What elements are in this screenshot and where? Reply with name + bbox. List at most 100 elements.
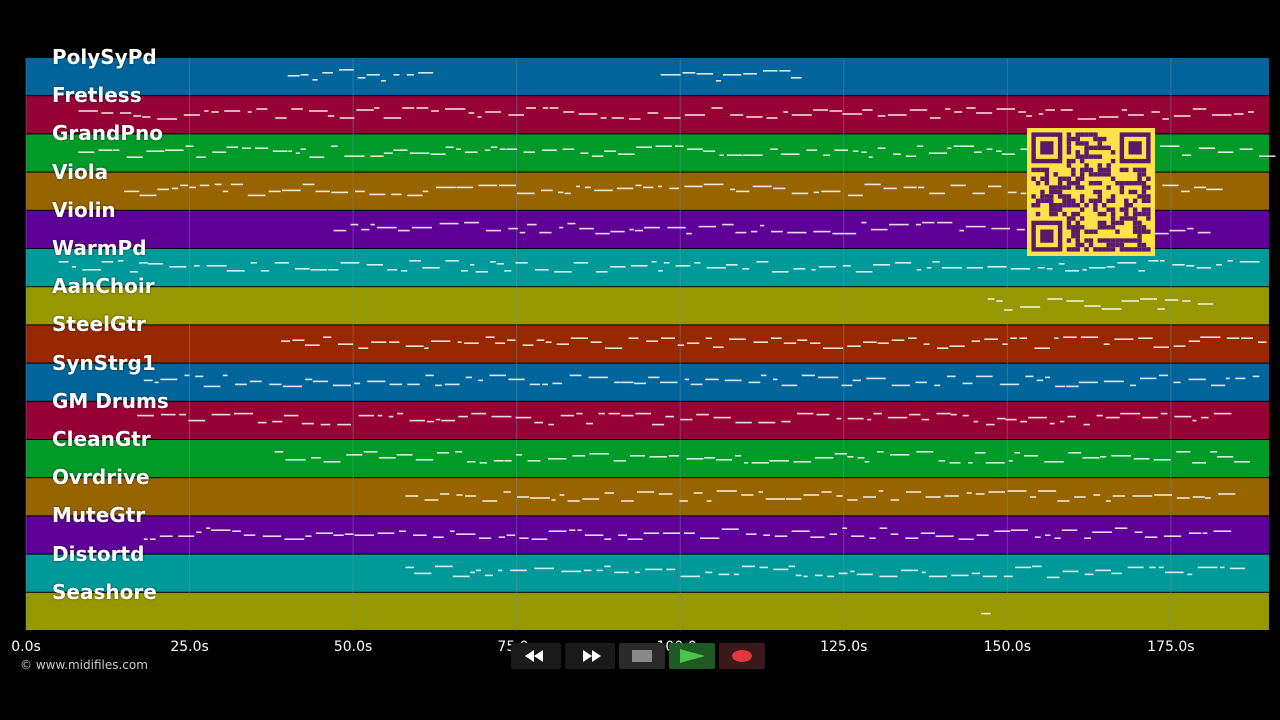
note xyxy=(871,228,888,231)
note xyxy=(300,148,306,150)
note xyxy=(534,567,555,570)
note xyxy=(1005,418,1017,421)
note xyxy=(1210,451,1218,453)
track-label: Ovrdrive xyxy=(52,465,150,490)
note xyxy=(705,337,712,339)
note xyxy=(396,454,413,456)
note xyxy=(748,381,761,384)
note xyxy=(705,571,713,574)
note xyxy=(482,500,498,502)
note xyxy=(274,451,284,453)
record-button[interactable] xyxy=(719,643,765,669)
note xyxy=(1173,345,1186,347)
track-label: WarmPd xyxy=(52,236,147,260)
note xyxy=(378,457,396,459)
note xyxy=(743,73,757,75)
note xyxy=(269,383,282,386)
note xyxy=(965,225,986,228)
rewind-button[interactable] xyxy=(511,643,561,669)
note xyxy=(1158,566,1164,569)
note xyxy=(1023,455,1038,457)
note xyxy=(713,416,731,419)
note xyxy=(1028,416,1047,419)
note xyxy=(916,451,934,453)
note xyxy=(196,156,206,158)
note xyxy=(642,186,654,189)
note xyxy=(836,417,842,420)
note xyxy=(519,537,529,539)
note xyxy=(534,421,543,424)
note xyxy=(1151,111,1160,113)
note xyxy=(226,146,239,148)
note xyxy=(1187,227,1194,230)
note xyxy=(449,530,455,532)
note xyxy=(829,533,838,535)
note xyxy=(573,262,589,264)
note xyxy=(398,229,410,232)
note xyxy=(795,574,802,577)
note xyxy=(456,148,461,150)
note xyxy=(905,155,917,157)
note xyxy=(1192,419,1197,422)
note xyxy=(729,188,736,191)
note xyxy=(730,114,744,116)
note xyxy=(439,493,450,495)
note xyxy=(562,148,575,150)
note xyxy=(1084,537,1091,539)
note xyxy=(971,340,981,342)
note xyxy=(735,455,742,457)
note xyxy=(180,184,189,187)
note xyxy=(451,108,466,110)
note xyxy=(485,111,502,113)
note xyxy=(946,375,956,378)
note xyxy=(1241,337,1254,339)
note xyxy=(847,456,854,458)
note xyxy=(877,451,884,453)
note xyxy=(418,72,434,74)
note xyxy=(1174,415,1192,418)
note xyxy=(536,339,545,341)
note xyxy=(401,270,408,272)
track-label: PolySyPd xyxy=(52,45,157,69)
fast-forward-button[interactable] xyxy=(565,643,615,669)
note xyxy=(1259,155,1276,157)
note xyxy=(1054,337,1059,339)
note xyxy=(159,535,173,537)
note xyxy=(616,187,634,190)
note xyxy=(635,412,652,415)
stop-button[interactable] xyxy=(619,643,665,669)
note xyxy=(719,154,724,156)
note xyxy=(1082,457,1100,459)
note xyxy=(1149,232,1169,235)
note xyxy=(627,538,643,540)
note xyxy=(987,266,1007,268)
note xyxy=(226,270,245,272)
play-button[interactable] xyxy=(669,643,715,669)
note xyxy=(516,192,535,195)
note xyxy=(1192,496,1205,498)
track-label: SteelGtr xyxy=(52,312,146,337)
note xyxy=(436,452,450,454)
note xyxy=(988,491,1006,493)
note xyxy=(388,415,394,418)
note xyxy=(456,533,476,535)
note xyxy=(915,381,927,384)
note xyxy=(552,382,562,385)
note xyxy=(519,231,526,234)
note xyxy=(331,191,349,194)
note xyxy=(916,269,922,271)
note xyxy=(1114,527,1128,529)
note xyxy=(774,535,788,537)
track-label: SynStrg1 xyxy=(52,350,156,375)
note xyxy=(974,151,982,153)
note xyxy=(869,537,876,539)
note xyxy=(596,569,603,572)
note xyxy=(1007,490,1027,492)
note xyxy=(333,229,347,232)
note xyxy=(304,344,320,346)
note xyxy=(847,345,861,347)
note xyxy=(949,462,961,464)
note xyxy=(393,149,408,151)
note xyxy=(471,412,487,415)
note xyxy=(716,490,737,492)
